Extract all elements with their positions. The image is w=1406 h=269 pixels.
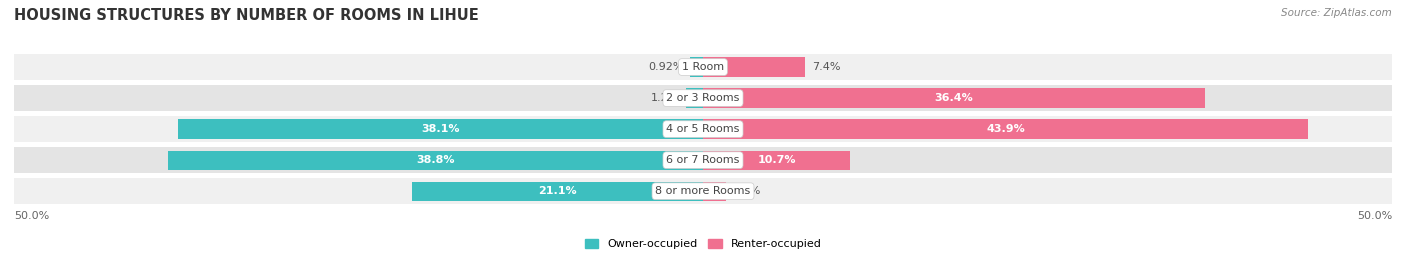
Text: 1.2%: 1.2% [651, 93, 679, 103]
Bar [14, 85, 1392, 111]
Bar [14, 116, 1392, 142]
Text: 50.0%: 50.0% [14, 211, 49, 221]
Bar [703, 119, 1308, 139]
Text: 7.4%: 7.4% [811, 62, 841, 72]
Bar [703, 57, 806, 77]
Text: 10.7%: 10.7% [758, 155, 796, 165]
Text: 38.1%: 38.1% [422, 124, 460, 134]
Legend: Owner-occupied, Renter-occupied: Owner-occupied, Renter-occupied [585, 239, 821, 249]
Bar [703, 182, 727, 201]
Text: 50.0%: 50.0% [1357, 211, 1392, 221]
Bar [14, 178, 1392, 204]
Bar [686, 89, 703, 108]
Text: 4 or 5 Rooms: 4 or 5 Rooms [666, 124, 740, 134]
Bar [179, 119, 703, 139]
Text: 1.7%: 1.7% [734, 186, 762, 196]
Bar [703, 151, 851, 170]
Bar [14, 147, 1392, 173]
Bar [412, 182, 703, 201]
Text: 36.4%: 36.4% [935, 93, 973, 103]
Text: 1 Room: 1 Room [682, 62, 724, 72]
Bar [690, 57, 703, 77]
Text: HOUSING STRUCTURES BY NUMBER OF ROOMS IN LIHUE: HOUSING STRUCTURES BY NUMBER OF ROOMS IN… [14, 8, 479, 23]
Text: 8 or more Rooms: 8 or more Rooms [655, 186, 751, 196]
Text: 0.92%: 0.92% [648, 62, 683, 72]
Bar [703, 89, 1205, 108]
Text: 38.8%: 38.8% [416, 155, 456, 165]
Text: 2 or 3 Rooms: 2 or 3 Rooms [666, 93, 740, 103]
Text: 6 or 7 Rooms: 6 or 7 Rooms [666, 155, 740, 165]
Text: 43.9%: 43.9% [986, 124, 1025, 134]
Bar [169, 151, 703, 170]
Bar [14, 54, 1392, 80]
Text: 21.1%: 21.1% [538, 186, 576, 196]
Text: Source: ZipAtlas.com: Source: ZipAtlas.com [1281, 8, 1392, 18]
